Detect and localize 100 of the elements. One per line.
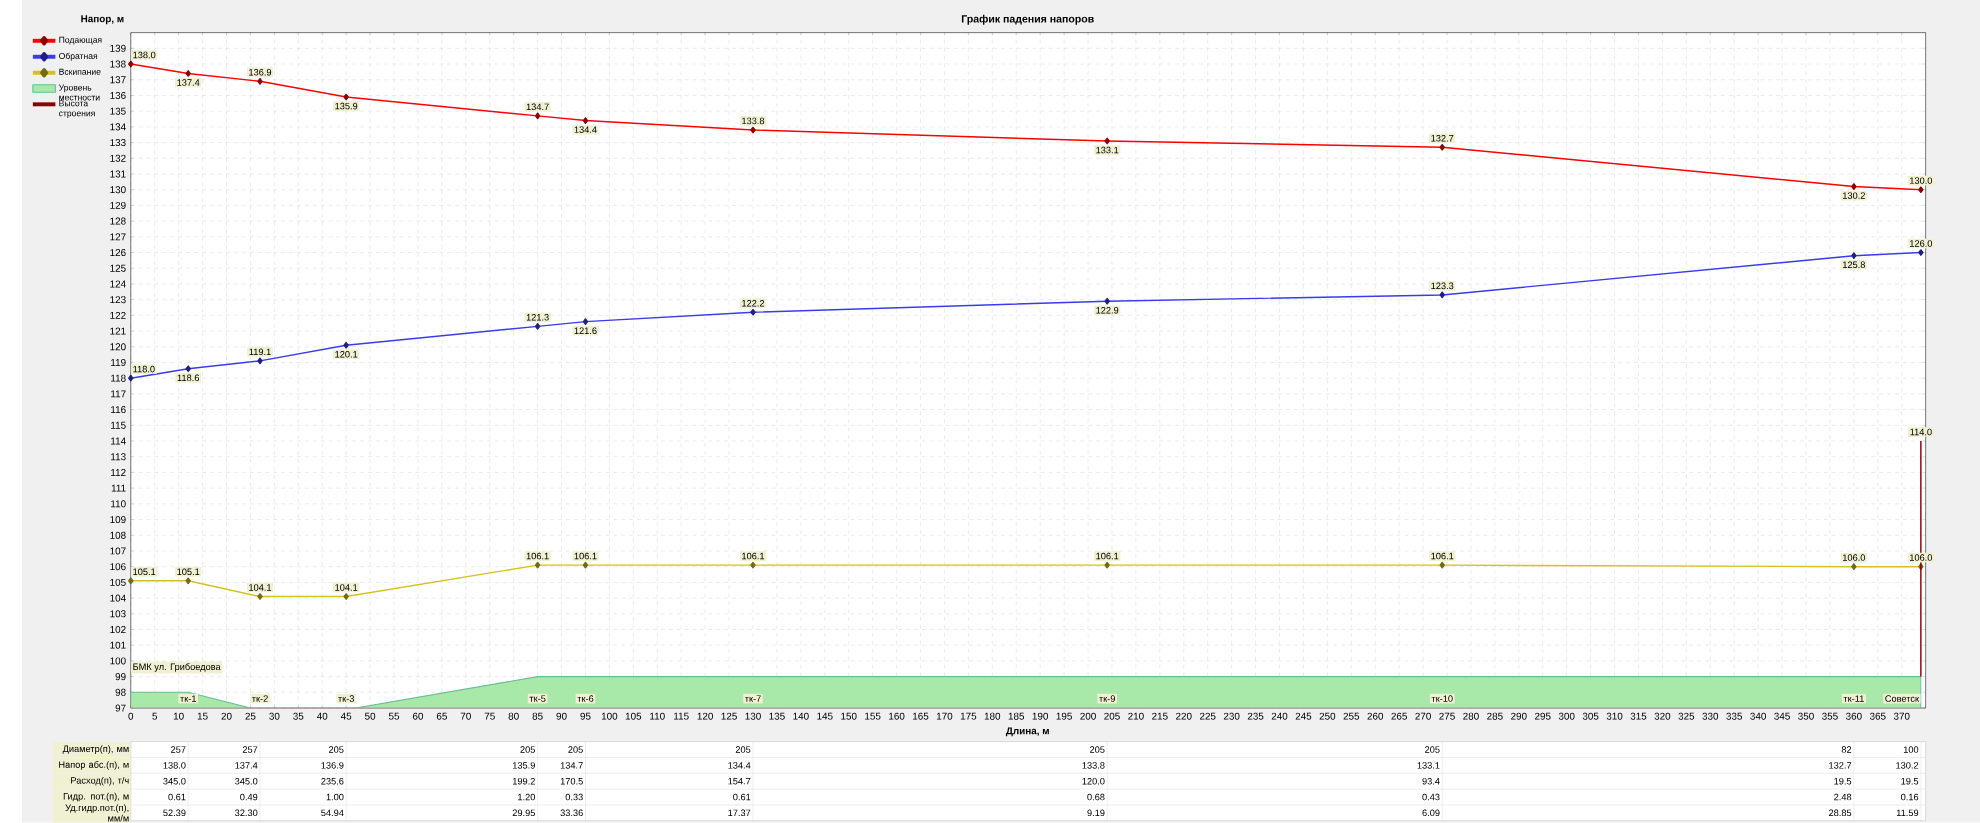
text: 345.0	[163, 778, 186, 785]
annotation: тк-2	[251, 695, 268, 702]
y-tick-label: 105	[110, 579, 126, 587]
x-tick-label: 30	[269, 712, 280, 720]
y-tick-label: 125	[110, 264, 126, 272]
x-tick-label: 260	[1367, 712, 1384, 720]
legend-label: Уровень местности	[58, 84, 100, 101]
y-tick-label: 127	[110, 233, 126, 241]
y-tick-label: 122	[110, 312, 126, 319]
data-label: 118.6	[177, 374, 199, 382]
x-tick-label: 160	[889, 712, 905, 720]
x-tick-label: 310	[1606, 712, 1623, 720]
data-label: 126.0	[1910, 240, 1933, 247]
text: 32.30	[235, 809, 258, 817]
text: 54.94	[321, 809, 344, 817]
x-tick-label: 225	[1199, 712, 1216, 720]
y-tick-label: 134	[110, 123, 126, 131]
x-tick-label: 355	[1822, 712, 1838, 720]
text: 17.37	[728, 809, 751, 817]
text: Гидр. пот.(п), м	[63, 792, 129, 802]
x-tick-label: 340	[1750, 712, 1766, 720]
data-label: 104.1	[249, 584, 272, 591]
x-tick-label: 185	[1008, 712, 1025, 720]
y-tick-label: 133	[110, 139, 126, 147]
y-tick-label: 138	[110, 60, 126, 68]
text: 137.4	[235, 762, 258, 769]
data-label: 114.0	[1910, 428, 1932, 436]
data-label: 122.9	[1096, 307, 1119, 314]
x-tick-label: 345	[1774, 712, 1790, 720]
text: 170.5	[560, 778, 583, 785]
y-tick-label: 110	[111, 500, 126, 508]
y-tick-label: 99	[115, 673, 126, 681]
y-tick-label: 128	[110, 217, 126, 225]
text: Уд.гидр.пот.(п), мм/м	[65, 804, 129, 822]
x-tick-label: 135	[769, 712, 785, 720]
x-tick-label: 255	[1343, 712, 1360, 720]
x-tick-label: 25	[245, 712, 256, 720]
data-label: 104.1	[335, 584, 358, 591]
data-label: 120.1	[335, 351, 358, 358]
x-tick-label: 240	[1271, 712, 1288, 720]
y-tick-label: 139	[110, 44, 126, 52]
x-tick-label: 80	[508, 712, 519, 720]
x-tick-label: 220	[1176, 712, 1192, 720]
x-tick-label: 45	[340, 712, 352, 720]
x-tick-label: 130	[745, 712, 761, 720]
legend-label: Вскипание	[59, 68, 101, 75]
data-label: 136.9	[249, 69, 272, 76]
y-tick-label: 124	[110, 280, 126, 288]
legend-label: Подающая	[59, 36, 102, 45]
x-tick-label: 245	[1295, 712, 1312, 720]
data-label: 106.1	[1096, 552, 1119, 560]
data-label: 106.1	[574, 552, 597, 560]
text: 205	[520, 746, 535, 753]
x-tick-label: 140	[793, 712, 809, 720]
x-tick-label: 0	[128, 712, 134, 720]
text: 199.2	[512, 778, 535, 785]
y-tick-label: 103	[110, 610, 126, 618]
x-tick-label: 330	[1702, 712, 1719, 720]
x-tick-label: 250	[1319, 712, 1336, 720]
annotation: тк-6	[577, 695, 594, 702]
text: 52.39	[163, 809, 186, 817]
data-label: 106.0	[1843, 554, 1866, 561]
y-tick-label: 101	[110, 641, 126, 649]
text: 205	[1425, 746, 1440, 753]
data-label: 133.1	[1096, 146, 1119, 154]
x-tick-label: 195	[1056, 712, 1072, 720]
y-tick-label: 132	[110, 154, 126, 162]
annotation: тк-7	[744, 695, 761, 702]
x-tick-label: 235	[1247, 712, 1264, 720]
text: 154.7	[728, 778, 751, 785]
x-tick-label: 20	[221, 712, 232, 720]
data-label: 125.8	[1843, 261, 1865, 269]
x-tick-label: 200	[1080, 712, 1096, 720]
text: 345.0	[235, 778, 258, 785]
y-tick-label: 130	[110, 186, 126, 194]
annotation: Советск	[1885, 695, 1920, 702]
y-tick-label: 119	[111, 359, 126, 367]
text: 0.16	[1901, 793, 1919, 801]
y-tick-label: 121	[110, 327, 126, 335]
text: 33.36	[560, 809, 583, 817]
x-tick-label: 270	[1415, 712, 1431, 720]
x-tick-label: 335	[1726, 712, 1743, 720]
annotation: тк-1	[180, 695, 196, 702]
x-tick-label: 360	[1845, 712, 1862, 720]
y-tick-label: 115	[111, 421, 126, 429]
text: 130.2	[1896, 762, 1919, 769]
text: 205	[735, 746, 751, 753]
text: 205	[568, 746, 583, 753]
text: 0.61	[168, 793, 186, 801]
y-tick-label: 129	[110, 202, 126, 210]
text: 134.4	[728, 762, 751, 769]
y-tick-label: 98	[115, 688, 126, 696]
text: 132.7	[1829, 762, 1852, 769]
text: 135.9	[512, 762, 535, 769]
x-tick-label: 35	[293, 712, 304, 720]
y-tick-label: 108	[110, 531, 126, 539]
text: 1.00	[326, 793, 344, 801]
data-label: 118.0	[133, 365, 155, 373]
data-label: 106.1	[742, 552, 765, 560]
text: 205	[328, 746, 344, 753]
